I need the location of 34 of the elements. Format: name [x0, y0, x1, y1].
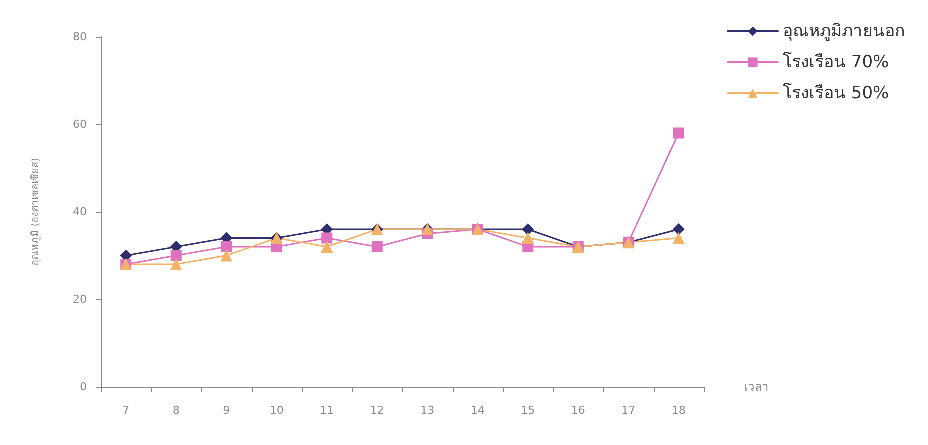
legend-label: อุณหภูมิภายนอก [783, 22, 905, 42]
point [372, 242, 383, 252]
point [672, 224, 685, 236]
x-tick-label: 18 [672, 404, 686, 417]
point [170, 250, 182, 262]
point [673, 128, 684, 139]
x-tick-label: 13 [420, 404, 435, 417]
point [322, 232, 333, 244]
y-axis-title: อุณหภูมิ (องศาเซลเซียส) [30, 158, 42, 266]
x-tick-label: 10 [270, 404, 284, 417]
x-tick-label: 11 [320, 404, 334, 417]
x-axis-title: เวลา [744, 380, 769, 394]
point [220, 250, 233, 262]
y-tick-label: 80 [73, 30, 87, 44]
y-tick-label: 60 [73, 118, 87, 131]
x-tick-label: 15 [521, 404, 536, 417]
point [221, 242, 232, 252]
x-tick-label: 12 [370, 404, 384, 417]
y-tick-label: 20 [73, 293, 87, 306]
legend-label: โรงเรือน 70% [783, 52, 890, 72]
x-tick-label: 9 [223, 404, 230, 417]
point [170, 258, 182, 270]
y-tick-label: 0 [80, 380, 87, 394]
x-tick-label: 7 [122, 404, 130, 417]
point [321, 241, 334, 253]
legend-label: โรงเรือน 50% [783, 82, 890, 104]
x-tick-label: 16 [571, 404, 586, 417]
y-tick-label: 40 [73, 206, 87, 218]
x-tick-label: 8 [172, 404, 180, 417]
x-tick-label: 17 [622, 404, 636, 417]
point [522, 232, 534, 244]
point [522, 224, 534, 236]
point [672, 232, 685, 244]
x-tick-label: 14 [470, 404, 485, 417]
